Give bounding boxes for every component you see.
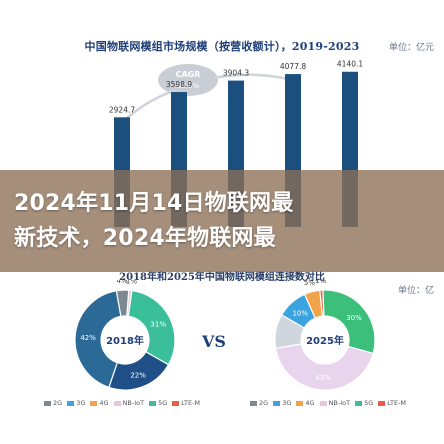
legend-label: 2G xyxy=(259,399,269,407)
legend-item-LTE-M: LTE-M xyxy=(378,399,406,407)
cagr-ellipse xyxy=(158,64,218,96)
slice-label-NB-IoT: 31% xyxy=(150,321,166,329)
slice-LTE-M xyxy=(74,290,122,389)
article-title-line-2: 新技术，2024年物联网最 xyxy=(14,226,276,251)
legend-swatch xyxy=(273,400,281,406)
slice-label-5G: 22% xyxy=(130,372,146,380)
donut-center-label: 2018年 xyxy=(106,334,144,347)
pie-chart-title: 2018年和2025年中国物联网模组连接数对比 xyxy=(119,272,325,283)
legend-swatch xyxy=(296,400,304,406)
legend-label: 4G xyxy=(99,399,109,407)
donut-hole xyxy=(302,317,348,363)
pie-chart-2018: 4%1% 31% 22% 42% 2018年 xyxy=(74,280,176,391)
bar-value-label-2019: 2924.7 xyxy=(109,105,135,114)
legend-label: 5G xyxy=(158,399,168,407)
legend-item-4G: 4G xyxy=(90,399,109,407)
legend-label: 3G xyxy=(76,399,86,407)
slice-label-2G: 4% xyxy=(117,280,128,285)
legend-2018: 2G 3G 4G NB-IoT 5G LTE-M xyxy=(44,397,200,409)
cagr-value: 32.5% xyxy=(177,82,200,90)
bottom-margin xyxy=(0,414,444,444)
slice-label-2G: 10% xyxy=(292,310,308,318)
slice-label-4G: 1% xyxy=(126,280,137,285)
pie-chart-2025: 10% 5% 1% 30% 43% 2025年 xyxy=(274,280,376,391)
legend-swatch xyxy=(44,400,51,406)
legend-item-2G: 2G xyxy=(250,399,268,407)
legend-item-3G: 3G xyxy=(67,399,85,407)
bar-value-label-2023: 4140.1 xyxy=(337,60,363,69)
legend-swatch xyxy=(67,400,75,406)
donut-hole xyxy=(102,317,148,363)
legend-swatch xyxy=(149,400,157,406)
legend-swatch xyxy=(355,400,363,406)
slice-LTE-M xyxy=(274,314,306,350)
vs-label: VS xyxy=(202,332,226,351)
legend-swatch xyxy=(319,400,327,406)
legend-2025: 2G 3G 4G NB-IoT 5G LTE-M xyxy=(250,397,406,409)
bar-chart-title: 中国物联网模组市场规模（按营收额计），2019-2023 xyxy=(84,40,360,53)
bar-value-label-2020: 3598.9 xyxy=(166,80,192,89)
bar-value-label-2021: 3904.3 xyxy=(223,69,249,78)
legend-item-LTE-M: LTE-M xyxy=(172,399,200,407)
cagr-label: CAGR xyxy=(176,70,201,79)
article-title: 2024年11月14日物联网最 新技术，2024年物联网最 xyxy=(14,186,434,256)
legend-item-NB-IoT: NB-IoT xyxy=(113,399,145,407)
bar-value-label-2022: 4077.8 xyxy=(280,62,306,71)
slice-NB-IoT xyxy=(127,289,176,366)
legend-item-4G: 4G xyxy=(296,399,315,407)
cagr-bubble: CAGR 32.5% xyxy=(119,64,301,125)
legend-label: 3G xyxy=(282,399,292,407)
slice-label-NB-IoT: 30% xyxy=(346,314,362,322)
legend-swatch xyxy=(90,400,98,406)
legend-swatch xyxy=(113,400,121,406)
slice-label-4G: 1% xyxy=(315,280,326,285)
legend-item-2G: 2G xyxy=(44,399,62,407)
legend-label: NB-IoT xyxy=(122,399,145,407)
legend-label: LTE-M xyxy=(181,399,201,407)
pie-chart-unit: 单位：亿 xyxy=(397,286,434,296)
legend-label: NB-IoT xyxy=(328,399,351,407)
legend-item-5G: 5G xyxy=(355,399,373,407)
legend-label: 4G xyxy=(305,399,315,407)
legend-label: LTE-M xyxy=(387,399,407,407)
legend-label: 2G xyxy=(53,399,63,407)
slice-label-3G: 5% xyxy=(304,280,315,287)
legend-swatch xyxy=(378,400,386,406)
legend-label: 5G xyxy=(364,399,374,407)
legend-swatch xyxy=(250,400,257,406)
title-overlay-band xyxy=(0,170,444,272)
article-title-line-1: 2024年11月14日物联网最 xyxy=(14,191,294,216)
donut-center-label: 2025年 xyxy=(306,334,344,347)
slice-5G xyxy=(275,343,374,391)
legend-item-NB-IoT: NB-IoT xyxy=(319,399,351,407)
slice-label-LTE-M: 42% xyxy=(80,334,96,342)
legend-swatch xyxy=(172,400,180,406)
bar-chart-unit: 单位：亿元 xyxy=(388,43,434,53)
legend-item-5G: 5G xyxy=(149,399,167,407)
slice-label-5G: 43% xyxy=(315,374,331,382)
legend-item-3G: 3G xyxy=(273,399,291,407)
